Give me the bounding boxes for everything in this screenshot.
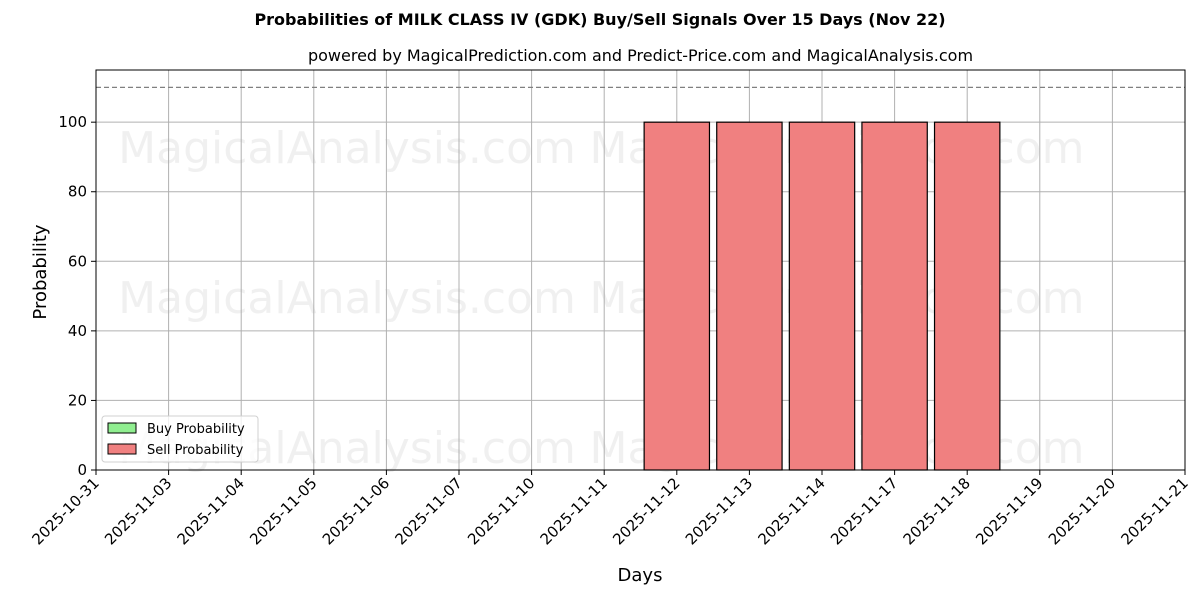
x-tick-label: 2025-11-21 <box>1117 474 1191 548</box>
bar-sell-probability <box>716 121 783 471</box>
bar-sell-probability <box>643 121 711 471</box>
y-tick-label: 60 <box>68 252 87 270</box>
y-tick-label: 100 <box>58 113 87 131</box>
x-tick-label: 2025-11-03 <box>101 474 175 548</box>
x-tick-label: 2025-11-10 <box>464 474 538 548</box>
legend-box <box>101 415 259 463</box>
x-tick-label: 2025-11-11 <box>537 474 611 548</box>
legend-swatch-sell <box>107 443 137 455</box>
y-tick-label: 80 <box>68 183 87 201</box>
y-tick-label: 20 <box>68 391 87 409</box>
watermark: MagicalAnalysis.com <box>118 123 576 174</box>
y-tick-label: 0 <box>77 461 87 479</box>
x-tick-label: 2025-11-12 <box>609 474 683 548</box>
x-tick-label: 2025-11-13 <box>682 474 756 548</box>
bar-sell-probability <box>788 121 856 471</box>
watermark: MagicalAnalysis.com <box>118 273 576 324</box>
legend-label-sell: Sell Probability <box>147 443 244 458</box>
x-tick-label: 2025-11-07 <box>391 474 465 548</box>
bar-sell-probability <box>861 121 928 471</box>
legend-label-buy: Buy Probability <box>147 422 245 437</box>
bar-sell-probability <box>933 121 1001 471</box>
x-tick-label: 2025-11-20 <box>1045 474 1119 548</box>
x-tick-label: 2025-11-18 <box>900 474 974 548</box>
y-tick-label: 40 <box>68 322 87 340</box>
plot-frame <box>95 69 1186 471</box>
chart-subtitle: powered by MagicalPrediction.com and Pre… <box>307 46 974 65</box>
x-axis-label: Days <box>618 565 663 586</box>
legend-swatch-buy <box>107 422 137 434</box>
x-tick-label: 2025-11-04 <box>174 474 248 548</box>
x-tick-label: 2025-10-31 <box>28 474 102 548</box>
legend: Buy Probability Sell Probability <box>101 415 259 463</box>
x-tick-label: 2025-11-05 <box>246 474 320 548</box>
chart-title: Probabilities of MILK CLASS IV (GDK) Buy… <box>254 10 946 29</box>
x-tick-label: 2025-11-19 <box>972 474 1046 548</box>
y-axis-label: Probability <box>30 224 51 319</box>
x-tick-label: 2025-11-06 <box>319 474 393 548</box>
x-tick-label: 2025-11-17 <box>827 474 901 548</box>
x-tick-label: 2025-11-14 <box>754 474 828 548</box>
